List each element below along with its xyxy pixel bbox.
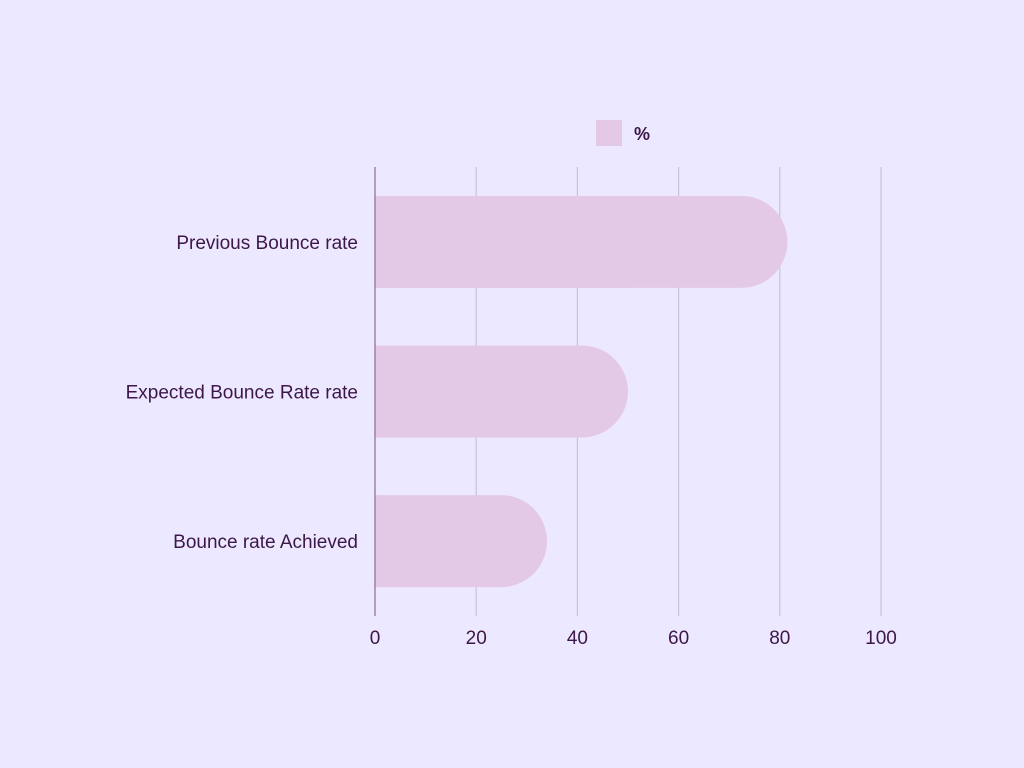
- category-label: Bounce rate Achieved: [173, 532, 358, 553]
- x-tick-label: 60: [668, 628, 689, 649]
- x-tick-label: 100: [865, 628, 897, 649]
- x-tick-label: 20: [466, 628, 487, 649]
- legend-swatch: [596, 120, 622, 146]
- x-tick-label: 40: [567, 628, 588, 649]
- bars: [375, 195, 788, 588]
- x-axis-tick-labels: 0 20 40 60 80 100: [370, 628, 897, 649]
- category-label: Previous Bounce rate: [176, 233, 358, 254]
- x-tick-label: 0: [370, 628, 381, 649]
- legend-label: %: [634, 124, 650, 144]
- category-label: Expected Bounce Rate rate: [126, 383, 358, 404]
- x-tick-label: 80: [769, 628, 790, 649]
- legend: %: [596, 120, 650, 146]
- bar: [375, 195, 788, 288]
- bar: [375, 345, 628, 438]
- bar: [375, 495, 548, 588]
- category-labels: Previous Bounce rate Expected Bounce Rate…: [126, 233, 358, 553]
